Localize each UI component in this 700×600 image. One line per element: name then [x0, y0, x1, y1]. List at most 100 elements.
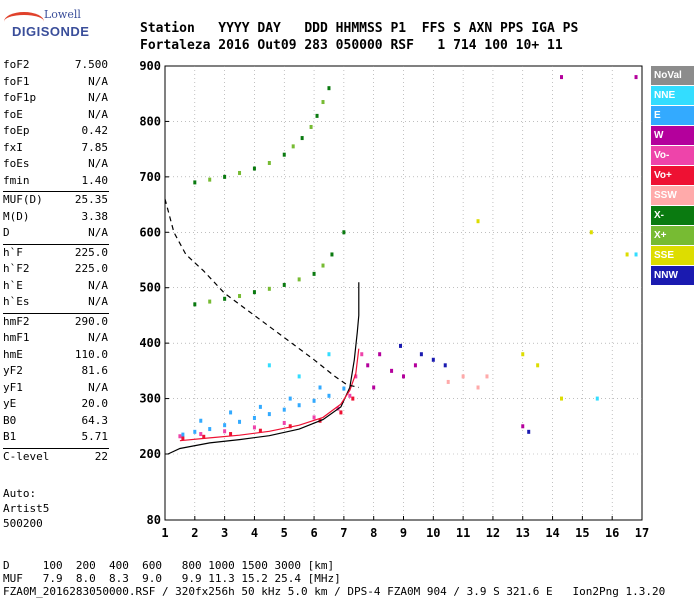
data-point [223, 296, 227, 301]
param-value: 225.0 [74, 262, 108, 275]
data-point [402, 374, 405, 379]
data-point [351, 396, 355, 401]
x-tick-label: 7 [340, 526, 347, 540]
y-tick-label: 200 [139, 447, 161, 461]
x-tick-label: 15 [575, 526, 589, 540]
param-row: C-level 22 [3, 450, 108, 466]
data-point [300, 136, 304, 141]
data-point [181, 436, 185, 441]
param-name: fmin [3, 173, 30, 187]
y-tick-label: 80 [147, 513, 161, 527]
data-point [258, 428, 262, 433]
param-row: B0 64.3 [3, 414, 108, 430]
data-point [267, 161, 271, 165]
param-value: 64.3 [81, 413, 109, 427]
legend-item: SSW [651, 186, 694, 205]
footer-file-info: FZA0M_2016283050000.RSF / 320fx256h 50 k… [3, 585, 666, 598]
data-point [267, 363, 271, 368]
param-row: yF2 81.6 [3, 364, 108, 380]
data-point [258, 404, 262, 409]
x-tick-label: 12 [486, 526, 500, 540]
param-row: foE N/A [3, 108, 108, 124]
legend-item: E [651, 106, 694, 125]
x-tick-label: 4 [251, 526, 258, 540]
data-point [252, 166, 256, 171]
param-value: 110.0 [74, 347, 108, 361]
param-row: h`E N/A [3, 279, 108, 295]
data-point [446, 379, 450, 384]
data-point [360, 352, 364, 357]
data-point [282, 282, 286, 287]
param-name: hmF2 [3, 314, 30, 328]
param-name: B0 [3, 413, 17, 427]
data-point [399, 343, 403, 348]
param-value: N/A [88, 380, 108, 394]
param-name: foEs [3, 157, 30, 170]
y-tick-label: 400 [139, 336, 161, 350]
data-point [366, 363, 370, 368]
x-tick-label: 16 [605, 526, 619, 540]
param-row: M(D) 3.38 [3, 210, 108, 226]
data-point [282, 407, 286, 412]
data-point [342, 230, 346, 235]
x-tick-label: 11 [456, 526, 470, 540]
x-tick-label: 8 [370, 526, 377, 540]
param-row: hmF1 N/A [3, 331, 108, 347]
data-point [560, 75, 564, 80]
param-name: foF1p [3, 91, 37, 104]
logo-line2: DIGISONDE [12, 24, 90, 39]
data-point [431, 357, 435, 362]
lowell-digisonde-logo: Lowell DIGISONDE [4, 6, 154, 46]
data-point [252, 290, 256, 295]
param-value: 22 [94, 449, 108, 463]
data-point [238, 294, 242, 299]
param-name: M(D) [3, 209, 30, 223]
param-value: 20.0 [81, 397, 109, 410]
data-point [443, 363, 447, 368]
data-point [476, 385, 480, 390]
x-tick-label: 5 [281, 526, 288, 540]
param-name: C-level [3, 449, 50, 463]
header-line2: Fortaleza 2016 Out09 283 050000 RSF 1 71… [140, 38, 563, 53]
legend-item: X+ [651, 226, 694, 245]
logo-arc-icon [4, 12, 44, 31]
param-value: 0.42 [81, 124, 109, 137]
data-point [521, 352, 525, 357]
data-point [330, 252, 334, 257]
param-name: h`E [3, 278, 23, 292]
param-row: MUF(D) 25.35 [3, 193, 108, 209]
data-point [208, 177, 212, 182]
x-tick-label: 10 [426, 526, 440, 540]
param-name: hmF1 [3, 331, 30, 344]
data-point [321, 100, 325, 105]
data-point [208, 299, 212, 304]
data-point [312, 415, 316, 420]
param-value: N/A [88, 91, 108, 104]
legend-item: NNE [651, 86, 694, 105]
data-point [413, 363, 417, 368]
param-value: 290.0 [74, 314, 108, 328]
param-name: foF1 [3, 74, 30, 88]
data-point [315, 113, 319, 118]
x-tick-label: 6 [310, 526, 317, 540]
data-point [634, 75, 638, 80]
param-value: N/A [88, 295, 108, 308]
param-value: 7.500 [74, 58, 108, 71]
data-point [521, 424, 525, 429]
data-point [297, 374, 301, 379]
data-point [634, 252, 638, 257]
param-row: foF2 7.500 [3, 58, 108, 74]
y-tick-label: 500 [139, 281, 161, 295]
data-point [461, 374, 465, 379]
legend-item: NNW [651, 266, 694, 285]
param-row: foEs N/A [3, 157, 108, 173]
auto-label: Auto: [3, 487, 37, 500]
data-point [229, 432, 233, 437]
data-point [252, 425, 256, 430]
legend-item: Vo- [651, 146, 694, 165]
data-point [595, 396, 599, 401]
data-point [223, 429, 227, 434]
y-tick-label: 900 [139, 59, 161, 73]
param-value: 3.38 [81, 209, 109, 223]
params-separator [3, 447, 109, 449]
